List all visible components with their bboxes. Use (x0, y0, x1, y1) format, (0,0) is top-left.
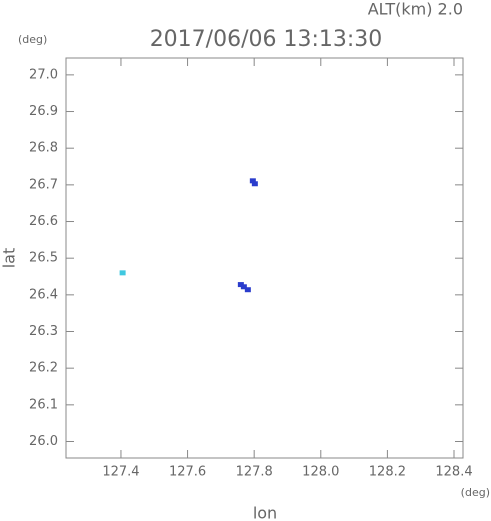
x-tick-label: 128.4 (435, 465, 472, 480)
chart-title: 2017/06/06 13:13:30 (150, 27, 383, 52)
x-axis-label: lon (253, 504, 277, 521)
y-tick-label: 27.0 (29, 67, 58, 82)
y-tick-label: 26.9 (29, 104, 58, 119)
plot-frame (65, 57, 464, 459)
y-tick-label: 26.8 (29, 141, 58, 156)
y-tick-label: 26.4 (29, 287, 58, 302)
x-tick-label: 127.4 (102, 465, 139, 480)
y-unit: (deg) (18, 33, 47, 46)
y-tick-label: 26.1 (29, 397, 58, 412)
point (119, 270, 126, 276)
y-tick-label: 26.7 (29, 177, 58, 192)
annotation: ALT(km) 2.0 (368, 0, 463, 19)
x-tick-label: 128.0 (302, 465, 339, 480)
point (244, 287, 251, 293)
x-tick-label: 127.6 (169, 465, 206, 480)
y-tick-label: 26.3 (29, 324, 58, 339)
x-tick-label: 127.8 (236, 465, 273, 480)
y-tick-label: 26.0 (29, 434, 58, 449)
y-axis-label: lat (0, 248, 19, 269)
x-unit: (deg) (461, 486, 490, 499)
y-tick-label: 26.5 (29, 251, 58, 266)
point (249, 178, 256, 184)
point (251, 181, 258, 187)
y-tick-label: 26.6 (29, 214, 58, 229)
x-tick-label: 128.2 (369, 465, 406, 480)
y-tick-label: 26.2 (29, 361, 58, 376)
point (240, 284, 247, 290)
